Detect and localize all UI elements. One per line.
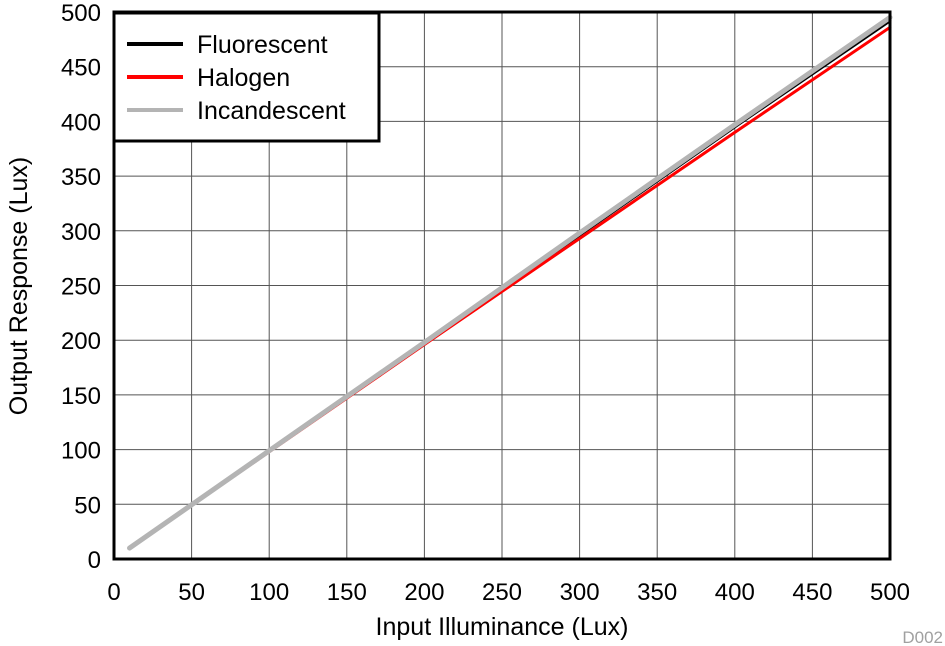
y-tick-label: 0 — [88, 547, 101, 574]
y-tick-label: 150 — [61, 383, 101, 410]
y-tick-label: 300 — [61, 219, 101, 246]
y-tick-label: 50 — [74, 492, 101, 519]
x-tick-label: 300 — [560, 579, 600, 606]
y-tick-label: 350 — [61, 164, 101, 191]
x-tick-labels: 0 50 100 150 200 250 300 350 400 450 500 — [107, 579, 910, 606]
x-tick-label: 150 — [327, 579, 367, 606]
legend-label-incandescent: Incandescent — [197, 97, 346, 125]
legend-label-fluorescent: Fluorescent — [197, 31, 328, 59]
y-tick-label: 500 — [61, 0, 101, 27]
x-tick-label: 0 — [107, 579, 120, 606]
y-tick-labels: 0 50 100 150 200 250 300 350 400 450 500 — [61, 0, 101, 574]
x-tick-label: 200 — [404, 579, 444, 606]
x-axis-label: Input Illuminance (Lux) — [376, 613, 629, 641]
y-tick-label: 250 — [61, 274, 101, 301]
x-tick-label: 250 — [482, 579, 522, 606]
legend: Fluorescent Halogen Incandescent — [112, 11, 381, 143]
x-tick-label: 450 — [792, 579, 832, 606]
y-tick-label: 200 — [61, 328, 101, 355]
x-tick-label: 400 — [715, 579, 755, 606]
figure-id-label: D002 — [902, 628, 943, 646]
y-tick-label: 450 — [61, 55, 101, 82]
x-tick-label: 50 — [178, 579, 205, 606]
y-tick-label: 100 — [61, 438, 101, 465]
x-tick-label: 100 — [249, 579, 289, 606]
series-lines — [127, 14, 893, 551]
y-axis-label: Output Response (Lux) — [5, 157, 33, 415]
plot-frame — [112, 10, 892, 561]
x-tick-label: 350 — [637, 579, 677, 606]
legend-label-halogen: Halogen — [197, 64, 290, 92]
y-tick-label: 400 — [61, 109, 101, 136]
series-line-incandescent — [127, 14, 893, 551]
x-tick-label: 500 — [870, 579, 910, 606]
